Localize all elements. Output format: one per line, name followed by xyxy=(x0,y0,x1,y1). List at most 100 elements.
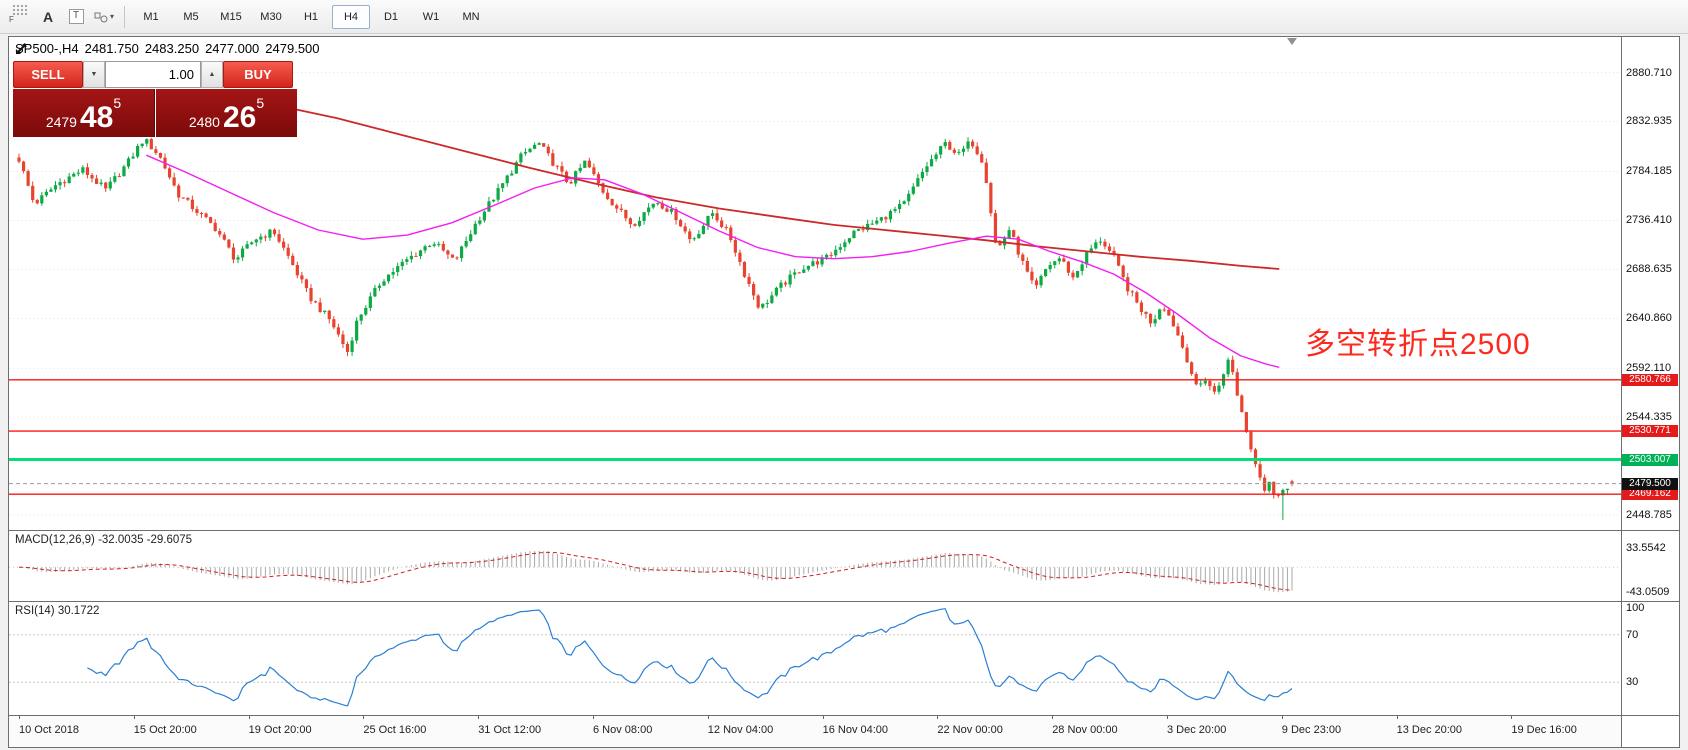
time-tick xyxy=(1167,715,1168,719)
price-axis-label: 2688.635 xyxy=(1626,263,1672,276)
macd-separator[interactable] xyxy=(9,530,1679,531)
timeframe-button-D1[interactable]: D1 xyxy=(383,10,399,23)
timeframe-button-M5[interactable]: M5 xyxy=(183,10,199,23)
sell-price-big: 48 xyxy=(79,101,114,134)
volume-input[interactable] xyxy=(105,61,201,88)
chart-window[interactable]: SP500-,H4 2481.750 2483.250 2477.000 247… xyxy=(8,36,1680,748)
time-tick xyxy=(478,715,480,719)
sell-button[interactable]: SELL xyxy=(13,61,83,88)
price-axis-label: 2784.185 xyxy=(1626,165,1672,178)
time-label: 12 Nov 04:00 xyxy=(707,724,774,736)
timeframe-button-H1[interactable]: H1 xyxy=(303,10,319,23)
time-tick xyxy=(707,715,709,719)
time-label: 6 Nov 08:00 xyxy=(593,724,653,736)
buy-button[interactable]: BUY xyxy=(223,61,293,88)
volume-increase-button[interactable]: ▲ xyxy=(201,61,223,88)
timeframe-button-W1[interactable]: W1 xyxy=(422,10,440,23)
toolbar-separator xyxy=(124,5,125,28)
timeframe-button-M30[interactable]: M30 xyxy=(260,10,282,23)
macd-axis-min: -43.0509 xyxy=(1626,585,1670,598)
time-tick xyxy=(1396,715,1398,719)
buy-price-sup: 5 xyxy=(256,95,265,111)
rsi-separator[interactable] xyxy=(9,601,1679,602)
time-tick xyxy=(248,715,250,719)
sell-price-sup: 5 xyxy=(113,95,122,111)
shapes-icon xyxy=(94,12,108,22)
price-axis-label: 2544.335 xyxy=(1626,411,1672,424)
time-label: 15 Oct 20:00 xyxy=(133,724,197,736)
text-box-tool-button[interactable]: T xyxy=(64,4,88,30)
price-axis-label: 2736.410 xyxy=(1626,214,1672,227)
toolbar: F A T ▾ M1 M5 M15 M30 H1 H4 D1 W1 MN xyxy=(0,0,1688,34)
macd-axis-max: 33.5542 xyxy=(1626,542,1666,554)
macd-indicator-label: MACD(12,26,9) -32.0035 -29.6075 xyxy=(15,534,193,546)
time-tick xyxy=(1511,715,1513,719)
time-tick xyxy=(1052,715,1054,719)
timeframe-button-M15[interactable]: M15 xyxy=(220,10,242,23)
price-tag-2469.162: 2469.162 xyxy=(1622,488,1678,501)
price-axis-label: 2592.110 xyxy=(1626,362,1672,375)
ohlc-high: 2483.250 xyxy=(144,41,200,56)
time-label: 16 Nov 04:00 xyxy=(822,724,889,736)
one-click-trading-panel: SELL ▼ ▲ BUY 2479 48 5 2480 26 5 xyxy=(13,61,297,137)
time-axis-separator xyxy=(9,715,1679,716)
dock-grid-icon[interactable]: F xyxy=(8,4,32,30)
symbol-period: SP500-,H4 xyxy=(15,41,79,56)
rsi-axis-70: 70 xyxy=(1626,628,1639,641)
price-axis-label: 2640.860 xyxy=(1626,312,1672,325)
time-label: 13 Dec 20:00 xyxy=(1396,724,1463,736)
drawing-tools-button[interactable]: ▾ xyxy=(92,4,116,30)
letter-a-icon: A xyxy=(42,8,54,25)
dots-grid-icon xyxy=(13,4,27,15)
time-tick xyxy=(1281,715,1283,719)
ohlc-close: 2479.500 xyxy=(265,41,320,56)
price-axis-label: 2832.935 xyxy=(1626,115,1672,128)
time-tick xyxy=(937,715,939,719)
rsi-pane[interactable] xyxy=(9,601,1621,715)
time-axis: 10 Oct 2018 15 Oct 20:00 19 Oct 20:00 25 Oc… xyxy=(9,715,1679,747)
price-axis-label: 2880.710 xyxy=(1626,66,1672,79)
timeframe-button-H4[interactable]: H4 xyxy=(332,4,370,29)
sell-price-display[interactable]: 2479 48 5 xyxy=(13,89,155,137)
chart-arrow-icon xyxy=(16,42,27,54)
chart-shift-marker-icon[interactable] xyxy=(1287,38,1297,45)
time-label: 28 Nov 00:00 xyxy=(1052,724,1118,736)
rsi-axis-100: 100 xyxy=(1626,602,1645,614)
time-label: 22 Nov 00:00 xyxy=(937,724,1003,736)
price-tag-2530.771: 2530.771 xyxy=(1622,425,1678,438)
time-label: 31 Oct 12:00 xyxy=(478,724,542,736)
text-label-tool-button[interactable]: A xyxy=(36,4,60,30)
time-label: 19 Dec 16:00 xyxy=(1511,724,1577,736)
time-label: 3 Dec 20:00 xyxy=(1167,724,1227,736)
price-axis: 2880.710 2832.935 2784.185 2736.410 2688.635… xyxy=(1621,37,1679,747)
trade-controls-row: SELL ▼ ▲ BUY xyxy=(13,61,297,88)
buy-price-display[interactable]: 2480 26 5 xyxy=(156,89,297,137)
time-label: 10 Oct 2018 xyxy=(19,724,79,736)
timeframe-button-M1[interactable]: M1 xyxy=(143,10,159,23)
time-tick xyxy=(822,715,824,719)
time-label: 25 Oct 16:00 xyxy=(363,724,427,736)
chart-title: SP500-,H4 2481.750 2483.250 2477.000 247… xyxy=(15,41,326,56)
time-tick xyxy=(133,715,135,719)
letter-t-icon: T xyxy=(68,9,84,24)
volume-decrease-button[interactable]: ▼ xyxy=(83,61,105,88)
timeframe-button-MN[interactable]: MN xyxy=(462,10,480,23)
sell-price-small: 2479 xyxy=(45,114,77,130)
time-tick xyxy=(363,715,365,719)
price-tag-2580.766: 2580.766 xyxy=(1622,373,1678,386)
ohlc-open: 2481.750 xyxy=(84,41,139,56)
time-label: 19 Oct 20:00 xyxy=(248,724,312,736)
timeframe-list: M1 M5 M15 M30 H1 H4 D1 W1 MN xyxy=(131,4,491,29)
price-tag-2503.007: 2503.007 xyxy=(1622,453,1678,466)
rsi-axis-30: 30 xyxy=(1626,676,1639,689)
price-chart[interactable] xyxy=(9,37,1621,530)
trade-prices-row: 2479 48 5 2480 26 5 xyxy=(13,89,297,137)
time-tick xyxy=(593,715,594,719)
price-tag-2479.500: 2479.500 xyxy=(1622,477,1678,490)
dock-f-label: F xyxy=(9,14,14,24)
chart-annotation: 多空转折点2500 xyxy=(1305,328,1531,361)
macd-pane[interactable] xyxy=(9,530,1621,601)
rsi-indicator-label: RSI(14) 30.1722 xyxy=(15,605,100,617)
time-tick xyxy=(19,715,20,719)
